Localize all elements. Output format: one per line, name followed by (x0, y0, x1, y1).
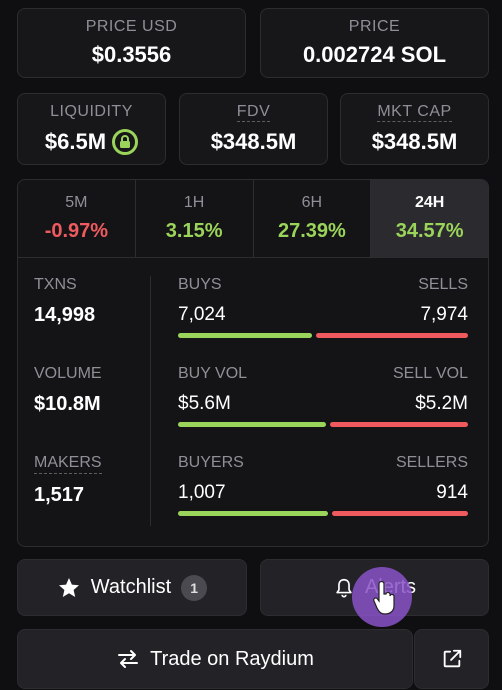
price-usd-card: PRICE USD $0.3556 (17, 8, 246, 78)
mkt-cap-label[interactable]: MKT CAP (377, 103, 452, 122)
txns-label: TXNS (34, 276, 77, 293)
price-usd-value: $0.3556 (91, 42, 172, 67)
tab-label: 6H (301, 194, 323, 211)
sell-bar (315, 333, 468, 338)
buys-value: 7,024 (178, 304, 226, 325)
tab-6h[interactable]: 6H 27.39% (254, 180, 372, 257)
fdv-card: FDV $348.5M (179, 93, 328, 165)
tab-change: 34.57% (395, 220, 464, 242)
mkt-cap-card: MKT CAP $348.5M (340, 93, 489, 165)
stats-panel: 5M -0.97% 1H 3.15% 6H 27.39% 24H 34.57% … (17, 179, 489, 547)
sellers-label: SELLERS (395, 454, 468, 471)
sells-value: 7,974 (420, 304, 468, 325)
mkt-cap-value: $348.5M (371, 129, 458, 154)
tab-label: 1H (183, 194, 205, 211)
tab-label: 24H (414, 194, 445, 211)
trade-label: Trade on Raydium (150, 647, 314, 670)
tab-1h[interactable]: 1H 3.15% (136, 180, 254, 257)
buy-bar (178, 333, 312, 338)
volume-row: VOLUME $10.8M BUY VOL $5.6M SELL VOL $5.… (18, 365, 488, 445)
txns-ratio-bar (178, 333, 468, 338)
price-sol-card: PRICE 0.002724 SOL (260, 8, 489, 78)
sell-bar (331, 511, 468, 516)
swap-arrows-icon (118, 650, 139, 668)
buy-vol-value: $5.6M (178, 393, 231, 414)
txns-row: TXNS 14,998 BUYS 7,024 SELLS 7,974 (18, 276, 488, 356)
column-divider (150, 276, 151, 526)
watchlist-count-badge: 1 (181, 574, 208, 601)
makers-ratio-bar (178, 511, 468, 516)
tab-change: 27.39% (277, 220, 346, 242)
star-icon (58, 577, 79, 597)
buys-label: BUYS (178, 276, 222, 293)
tab-change: 3.15% (165, 220, 223, 242)
sell-bar (330, 422, 468, 427)
buy-bar (178, 511, 328, 516)
hand-cursor-icon (373, 580, 395, 615)
fdv-label[interactable]: FDV (236, 103, 271, 122)
buy-bar (178, 422, 327, 427)
stats-body: TXNS 14,998 BUYS 7,024 SELLS 7,974 (18, 258, 488, 546)
makers-label[interactable]: MAKERS (34, 454, 102, 474)
tab-change: -0.97% (44, 220, 109, 242)
sell-vol-value: $5.2M (415, 393, 468, 414)
price-sol-label: PRICE (348, 18, 401, 35)
tab-24h[interactable]: 24H 34.57% (371, 180, 488, 257)
makers-value: 1,517 (34, 484, 85, 506)
liquidity-value: $6.5M (44, 129, 107, 154)
sell-vol-label: SELL VOL (392, 365, 468, 382)
lock-icon[interactable] (112, 129, 139, 155)
buyers-value: 1,007 (178, 482, 226, 503)
liquidity-label: LIQUIDITY (50, 103, 133, 120)
price-usd-label: PRICE USD (85, 18, 178, 35)
volume-ratio-bar (178, 422, 468, 427)
tab-label: 5M (65, 194, 88, 211)
tab-5m[interactable]: 5M -0.97% (18, 180, 136, 257)
price-sol-value: 0.002724 SOL (302, 42, 447, 67)
liquidity-card: LIQUIDITY $6.5M (17, 93, 166, 165)
fdv-value: $348.5M (210, 129, 297, 154)
timeframe-tabs: 5M -0.97% 1H 3.15% 6H 27.39% 24H 34.57% (18, 180, 488, 258)
watchlist-button[interactable]: Watchlist 1 (17, 559, 247, 616)
buy-vol-label: BUY VOL (178, 365, 248, 382)
buyers-label: BUYERS (178, 454, 244, 471)
external-link-icon (443, 649, 461, 668)
volume-value: $10.8M (34, 393, 101, 415)
makers-row: MAKERS 1,517 BUYERS 1,007 SELLERS 914 (18, 454, 488, 534)
external-link-button[interactable] (414, 629, 489, 689)
trade-on-raydium-button[interactable]: Trade on Raydium (17, 629, 413, 689)
txns-value: 14,998 (34, 304, 96, 326)
watchlist-label: Watchlist (90, 576, 172, 598)
volume-label: VOLUME (34, 365, 102, 382)
sellers-value: 914 (436, 482, 468, 503)
sells-label: SELLS (418, 276, 468, 293)
bell-icon (336, 578, 352, 598)
